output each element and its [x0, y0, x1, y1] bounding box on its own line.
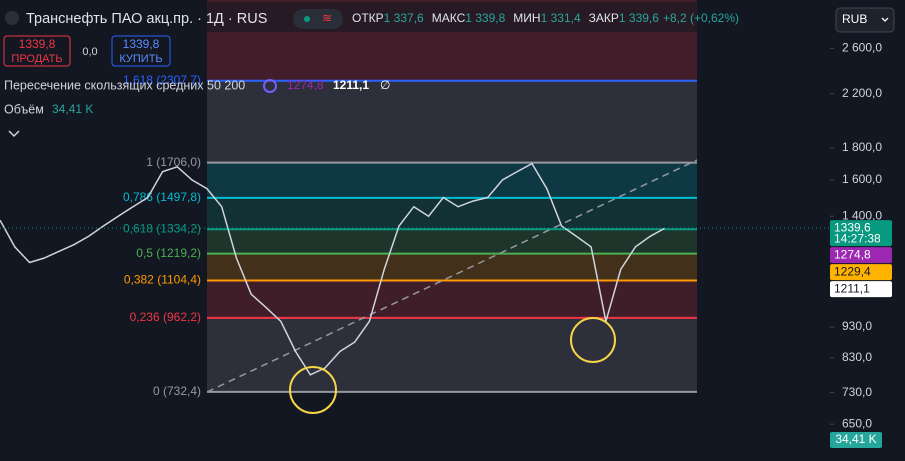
price-badge-label: 1339,6	[834, 220, 871, 234]
y-tick-label: 1 600,0	[842, 172, 882, 186]
change: +8,2 (+0,62%)	[663, 11, 739, 25]
status-icon: ≋	[322, 11, 332, 25]
ohlc-value: 1 331,4	[541, 11, 581, 25]
ohlc-value: 1 339,8	[465, 11, 505, 25]
fib-zone	[207, 229, 697, 254]
y-tick-label: 830,0	[842, 350, 872, 364]
price-badge-time: 14:27:38	[834, 231, 881, 245]
ohlc-label: ОТКР	[352, 11, 384, 25]
fib-zones: 1,618 (2307,7) 1 (1706,0) 0,786 (1497,8) 0,…	[123, 0, 697, 398]
volume-badge-label: 34,41 K	[835, 432, 876, 446]
spread: 0,0	[82, 46, 97, 58]
price-badge	[830, 220, 892, 247]
currency-select[interactable]	[835, 7, 895, 33]
buy-price: 1339,8	[123, 37, 160, 51]
fib-label: 0 (732,4)	[153, 384, 201, 398]
ma-value: 1274,8	[287, 78, 324, 92]
price-line	[0, 162, 666, 376]
collapse-chevron[interactable]	[8, 130, 20, 138]
plot	[0, 162, 830, 376]
y-tick-label: 930,0	[842, 319, 872, 333]
fib-zone	[207, 317, 697, 392]
y-tick-label: 730,0	[842, 385, 872, 399]
fib-label: 1,618 (2307,7)	[123, 73, 201, 87]
status-dot	[304, 16, 310, 22]
volume-badge	[830, 432, 882, 448]
fib-label: 0,236 (962,2)	[130, 310, 201, 324]
buy-label: КУПИТЬ	[119, 53, 162, 65]
y-tick-label: 2 600,0	[842, 41, 882, 55]
symbol-icon	[5, 11, 19, 25]
fib-label: 1 (1706,0)	[146, 155, 201, 169]
price-badge-label: 1211,1	[834, 281, 870, 295]
buy-button[interactable]	[111, 35, 171, 67]
price-badge	[830, 264, 892, 281]
price-badge	[830, 281, 892, 298]
status-badge[interactable]	[293, 9, 343, 29]
y-tick-label: 2 200,0	[842, 86, 882, 100]
symbol-title: Транснефть ПАО акц.пр. · 1Д · RUS	[26, 11, 267, 27]
axis-labels: 2 600,0 2 200,0 1 800,0 1 600,0 1 400,0 930,0…	[830, 41, 892, 430]
ohlc-label: МАКС	[432, 11, 466, 25]
trend-line	[206, 159, 698, 393]
ohlc-label: ЗАКР	[589, 11, 619, 25]
price-badge	[830, 247, 892, 264]
volume-value: 34,41 K	[52, 102, 93, 116]
ma-value: 1211,1	[333, 78, 369, 92]
fib-zone	[207, 253, 697, 281]
header-bg	[0, 2, 826, 32]
highlight-circle	[289, 366, 337, 414]
ma-flag: ∅	[380, 78, 390, 92]
fib-zone	[207, 162, 697, 198]
ohlc: ОТКР 1 337,6 МАКС 1 339,8 МИН 1 331,4 ЗАКР 1 33…	[352, 11, 739, 25]
fib-label: 0,618 (1334,2)	[123, 221, 201, 235]
price-badge-label: 1274,8	[834, 247, 871, 261]
y-tick-label: 1 400,0	[842, 208, 882, 222]
ohlc-value: 1 337,6	[384, 11, 424, 25]
currency: RUB	[842, 12, 867, 26]
price-badge-label: 1229,4	[834, 264, 871, 278]
sell-button[interactable]	[3, 35, 71, 67]
fib-label: 0,786 (1497,8)	[123, 190, 201, 204]
fib-label: 0,5 (1219,2)	[136, 246, 201, 260]
ohlc-label: МИН	[513, 11, 540, 25]
y-tick-label: 650,0	[842, 416, 872, 430]
ohlc-value: 1 339,6	[619, 11, 659, 25]
y-tick-label: 1 800,0	[842, 140, 882, 154]
volume-title: Объём	[4, 102, 44, 116]
ma-title: Пересечение скользящих средних 50 200	[4, 78, 245, 92]
fib-zone	[207, 280, 697, 318]
fib-label: 0,382 (1104,4)	[124, 273, 201, 287]
highlight-circle	[570, 317, 616, 363]
dropdown-arrow	[881, 17, 889, 22]
fib-zone	[207, 80, 697, 163]
ma-icon	[263, 79, 277, 93]
sell-price: 1339,8	[19, 37, 56, 51]
sell-label: ПРОДАТЬ	[11, 53, 62, 65]
